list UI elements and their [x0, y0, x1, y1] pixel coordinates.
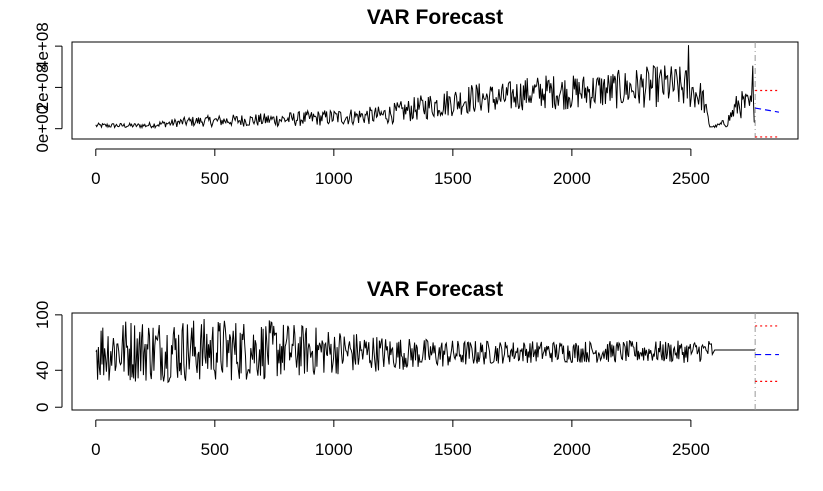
x-tick-label: 2500: [672, 440, 710, 459]
chart-panel-top: VAR Forecast 0 500 1000 1500 2000 2500 0e+002e+…: [33, 6, 799, 188]
y-tick-label: 0e+00: [33, 105, 52, 153]
y-tick-label: 2e+08: [33, 64, 52, 112]
chart-title: VAR Forecast: [367, 6, 503, 29]
y-tick-label: 40: [33, 361, 52, 380]
y-tick-label: 4e+08: [33, 22, 52, 70]
x-tick-label: 1000: [315, 440, 353, 459]
observed-series-line: [95, 45, 756, 130]
x-tick-label: 2500: [672, 169, 710, 188]
x-tick-label: 0: [91, 169, 100, 188]
observed-series-line: [95, 318, 756, 384]
forecast-mean-line: [755, 107, 780, 113]
x-tick-label: 1000: [315, 169, 353, 188]
plot-frame: [71, 312, 799, 411]
x-tick-label: 2000: [553, 440, 591, 459]
chart-panel-bottom: VAR Forecast 0 500 1000 1500 2000 2500 0 40 100: [33, 278, 799, 459]
x-tick-label: 1500: [434, 169, 472, 188]
y-tick-label: 0: [33, 402, 52, 411]
x-tick-label: 500: [201, 440, 229, 459]
x-tick-label: 500: [201, 169, 229, 188]
x-tick-label: 0: [91, 440, 100, 459]
chart-title: VAR Forecast: [367, 278, 503, 301]
x-tick-label: 2000: [553, 169, 591, 188]
y-tick-label: 100: [33, 301, 52, 329]
plot-frame: [71, 41, 799, 140]
x-tick-label: 1500: [434, 440, 472, 459]
